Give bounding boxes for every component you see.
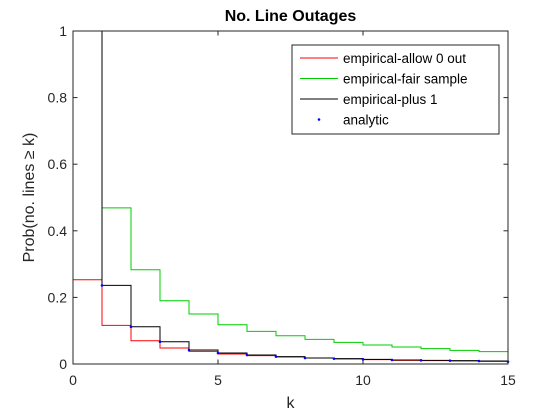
- data-point-analytic: [100, 284, 104, 287]
- data-point-analytic: [245, 353, 249, 357]
- y-tick-label: 0.2: [48, 289, 68, 305]
- x-tick-label: 5: [214, 372, 222, 388]
- data-point-analytic: [216, 351, 220, 355]
- data-point-analytic: [390, 358, 394, 362]
- x-axis-label: k: [287, 395, 296, 412]
- y-tick-label: 0: [59, 356, 67, 372]
- x-tick-label: 15: [500, 372, 516, 388]
- data-point-analytic: [158, 340, 162, 343]
- series-layer: [72, 31, 510, 364]
- x-tick-label: 10: [355, 372, 371, 388]
- legend: empirical-allow 0 out empirical-fair samp…: [291, 44, 500, 135]
- data-point-analytic: [129, 325, 133, 329]
- y-tick-label: 1: [59, 23, 67, 39]
- data-point-analytic: [303, 356, 307, 360]
- x-tick-label: 0: [69, 372, 77, 388]
- ticks-layer: 0 5 10 15 0 0.2 0.4 0.6 0.8 1: [48, 23, 516, 388]
- y-tick-label: 0.8: [48, 90, 68, 106]
- legend-box: [291, 44, 500, 135]
- data-point-analytic: [332, 357, 336, 360]
- legend-label-empirical-fair-sample: empirical-fair sample: [343, 72, 468, 87]
- data-point-analytic: [187, 348, 191, 352]
- data-point-analytic: [419, 359, 423, 362]
- legend-label-analytic: analytic: [343, 113, 389, 128]
- data-point-analytic: [361, 358, 365, 361]
- legend-label-empirical-plus-1: empirical-plus 1: [343, 92, 438, 107]
- plot-border: [72, 30, 509, 365]
- data-point-analytic: [477, 359, 481, 363]
- data-point-analytic: [448, 359, 452, 362]
- y-tick-label: 0.6: [48, 156, 68, 172]
- legend-label-empirical-allow-0-out: empirical-allow 0 out: [343, 51, 466, 66]
- legend-marker-analytic: [317, 118, 321, 121]
- y-axis-label: Prob(no. lines ≥ k): [21, 133, 38, 263]
- data-point-analytic: [274, 355, 278, 358]
- y-tick-label: 0.4: [48, 223, 68, 239]
- series-line-empirical-fair-sample: [102, 207, 509, 355]
- chart-title: No. Line Outages: [225, 8, 357, 25]
